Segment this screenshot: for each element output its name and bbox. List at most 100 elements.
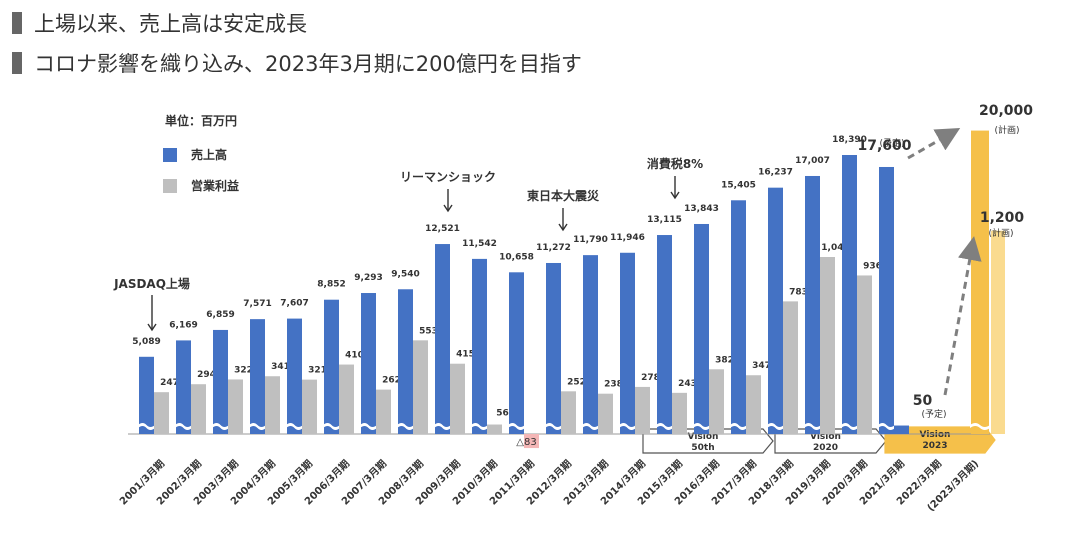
annotation-tax: 消費税8% [647, 156, 703, 171]
forecast-note: (予定) [879, 137, 904, 149]
op-bar [191, 384, 206, 434]
annotation-jasdaq: JASDAQ上場 [113, 276, 190, 291]
op-value-label: 783 [789, 287, 808, 297]
sales-bar [398, 289, 413, 434]
op-bar [561, 391, 576, 434]
legend-sales: 売上高 [163, 146, 227, 163]
op-value-label: 262 [382, 376, 401, 386]
vision-50th-banner-label-2: 50th [691, 443, 714, 453]
op-value-label: 322 [234, 365, 253, 375]
legend-swatch-op [163, 178, 177, 193]
op-value-label: 1,200 [980, 210, 1025, 226]
sales-bar [842, 155, 857, 434]
annotation-lehman: リーマンショック [400, 170, 496, 184]
axis-break [397, 423, 414, 430]
sales-value-label: 7,571 [243, 299, 271, 309]
legend-swatch-sales [163, 147, 177, 162]
vision-2020-banner-label-2: 2020 [813, 443, 838, 453]
sales-value-label: 9,540 [391, 269, 419, 279]
sales-bar [287, 318, 302, 434]
title-marker [12, 12, 22, 34]
op-value-label: 56 [496, 409, 509, 419]
sales-value-label: 11,790 [573, 235, 608, 245]
axis-break [970, 423, 990, 430]
op-value-label: 341 [271, 362, 290, 372]
op-value-label: 347 [752, 361, 771, 371]
axis-break [767, 423, 784, 430]
sales-bar [694, 223, 709, 434]
sales-value-label: 5,089 [132, 337, 160, 347]
op-bar [783, 301, 798, 434]
op-bar [598, 393, 613, 434]
sales-value-label: 8,852 [317, 280, 345, 290]
op-bar [339, 364, 354, 434]
vision-2020-banner-label-1: Vision [810, 432, 841, 442]
annotation-jasdaq-arrowhead [147, 323, 157, 332]
vision-50th-banner-label-1: Vision [688, 432, 719, 442]
annotation-lehman-arrowhead [443, 204, 453, 213]
sales-bar [213, 329, 228, 434]
op-bar [487, 424, 502, 434]
axis-break [508, 423, 525, 430]
sales-value-label: 7,607 [280, 299, 308, 309]
annotation-tax-arrowhead [670, 191, 680, 200]
op-value-label: 50 [913, 393, 933, 409]
sales-value-label: 20,000 [979, 103, 1033, 119]
sales-value-label: 17,007 [795, 156, 830, 166]
op-value-label: 382 [715, 355, 734, 365]
op-bar [450, 363, 465, 434]
op-bar [376, 389, 391, 434]
axis-break [360, 423, 377, 430]
axis-break [619, 423, 636, 430]
sales-bar [768, 187, 783, 434]
sales-bar [472, 258, 487, 434]
op-value-label: 321 [308, 366, 327, 376]
sales-bar [250, 319, 265, 434]
op-bar [635, 386, 650, 434]
axis-break [434, 423, 451, 430]
op-value-label: 294 [197, 370, 216, 380]
title-marker [12, 52, 22, 74]
sales-bar [509, 272, 524, 434]
legend-label-op: 営業利益 [191, 179, 240, 193]
op-bar [746, 375, 761, 434]
op-bar-negative [524, 434, 539, 449]
title-text-2: コロナ影響を織り込み、2023年3月期に200億円を目指す [34, 52, 582, 76]
plan-note: (計画) [988, 227, 1013, 239]
forecast-arrow-sales [907, 128, 961, 160]
op-value-label: 410 [345, 351, 364, 361]
sales-value-label: 12,521 [425, 224, 460, 234]
plan-note: (計画) [994, 124, 1019, 136]
axis-break [804, 423, 821, 430]
sales-bar [620, 252, 635, 434]
sales-value-label: 17,600 [857, 138, 911, 154]
sales-value-label: 11,272 [536, 243, 571, 253]
op-bar [265, 376, 280, 434]
op-value-label: △83 [516, 437, 536, 448]
unit-label: 単位：百万円 [165, 114, 238, 128]
title-text-1: 上場以来、売上高は安定成長 [34, 12, 307, 36]
sales-value-label: 13,115 [647, 215, 682, 225]
op-bar [228, 379, 243, 434]
sales-value-label: 6,169 [169, 320, 197, 330]
sales-bar [435, 244, 450, 434]
axis-break [730, 423, 747, 430]
vision-2023-banner-label-1: Vision [920, 430, 951, 440]
op-value-label: 415 [456, 350, 475, 360]
axis-break [286, 423, 303, 430]
op-bar [154, 392, 169, 434]
op-value-label: 238 [604, 380, 623, 390]
title-line-2: コロナ影響を織り込み、2023年3月期に200億円を目指す [12, 48, 582, 78]
vision-2023-banner-label-2: 2023 [922, 441, 947, 451]
axis-break [323, 423, 340, 430]
sales-bar [583, 255, 598, 434]
annotation-earthquake-arrowhead [558, 223, 568, 232]
legend-op: 営業利益 [163, 177, 239, 194]
op-value-label: 553 [419, 326, 438, 336]
axis-break [471, 423, 488, 430]
sales-value-label: 13,843 [684, 204, 719, 214]
axis-break [693, 423, 710, 430]
op-bar [709, 369, 724, 434]
sales-value-label: 9,293 [354, 273, 382, 283]
axis-break [656, 423, 673, 430]
